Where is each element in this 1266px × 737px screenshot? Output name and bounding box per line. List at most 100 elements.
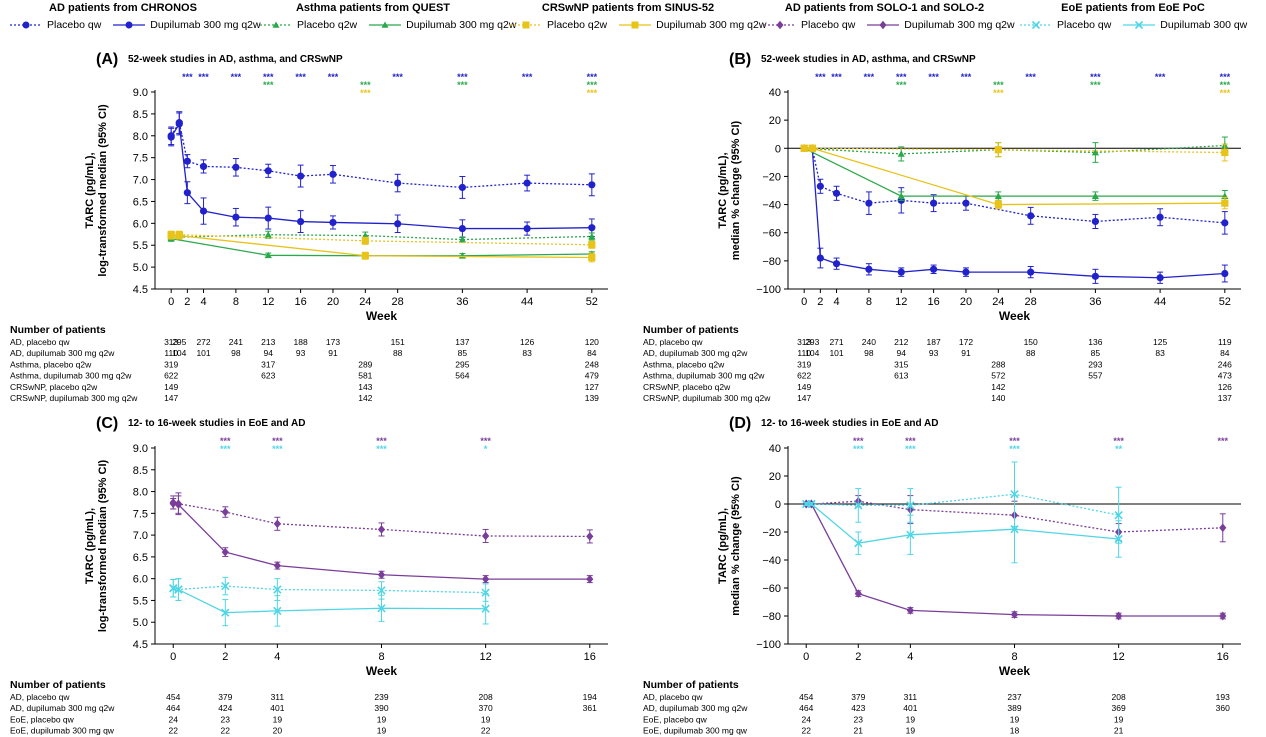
significance-marker: ***: [831, 72, 842, 82]
significance-marker: ***: [263, 72, 274, 82]
significance-marker: ***: [220, 436, 231, 446]
x-tick-label: 8: [866, 296, 872, 308]
data-point: [854, 501, 863, 510]
x-tick-label: 12: [262, 296, 274, 308]
data-point: [377, 570, 386, 580]
legend-marker: [22, 21, 30, 29]
data-point: [174, 500, 183, 509]
patients-count: 19: [1010, 714, 1020, 724]
patients-count: 142: [991, 382, 1005, 392]
x-tick-label: 0: [168, 296, 174, 308]
series-line: [804, 147, 1225, 224]
patients-count: 147: [797, 393, 811, 403]
x-tick-label: 12: [1113, 651, 1125, 663]
data-point: [897, 268, 905, 276]
x-tick-label: 28: [1025, 296, 1037, 308]
marker-stroke: [854, 539, 863, 548]
patients-count: 370: [479, 703, 493, 713]
patients-count: 85: [458, 348, 468, 358]
legend-marker: [1031, 20, 1041, 30]
patients-row-label: CRSwNP, placebo q2w: [10, 382, 98, 392]
x-tick-label: 2: [184, 296, 190, 308]
data-point: [297, 217, 305, 226]
significance-marker: ***: [905, 436, 916, 446]
legend-item: Placebo qw: [1018, 19, 1111, 31]
patients-count: 21: [1114, 726, 1124, 736]
panel-title: 52-week studies in AD, asthma, and CRSwN…: [761, 54, 976, 65]
patients-count: 126: [520, 337, 534, 347]
data-point: [394, 179, 402, 187]
significance-marker: ***: [198, 72, 209, 82]
patients-count: 22: [221, 726, 231, 736]
patients-count: 93: [929, 348, 939, 358]
patients-row-label: AD, placebo qw: [643, 692, 703, 702]
y-axis-label-line: log-transformed median (95% CI): [97, 104, 109, 277]
marker-stroke: [273, 585, 282, 594]
patients-count: 23: [221, 714, 231, 724]
patients-count: 88: [393, 348, 403, 358]
data-point: [481, 588, 490, 597]
patients-count: 84: [587, 348, 597, 358]
data-point: [897, 150, 905, 157]
series-ad-dupilumab-300-mg-q2w: [800, 144, 1229, 284]
x-tick-label: 4: [274, 651, 280, 663]
marker-stroke: [377, 586, 386, 595]
x-tick-label: 0: [803, 651, 809, 663]
panel-label: (A): [96, 51, 118, 68]
x-tick-label: 44: [1154, 296, 1166, 308]
patients-count: 613: [894, 371, 908, 381]
axes: 4.55.05.56.06.57.07.58.08.59.00 2 4 8 12 16 20…: [84, 87, 608, 323]
y-tick-label: 7.5: [133, 508, 148, 520]
patients-count: 151: [391, 337, 405, 347]
data-point: [962, 199, 970, 207]
patients-count: 83: [522, 348, 532, 358]
patients-count: 293: [1088, 359, 1102, 369]
data-point: [588, 181, 596, 189]
data-point: [329, 218, 337, 227]
significance-marker: ***: [360, 80, 371, 90]
significance-marker: ***: [853, 444, 864, 454]
data-point: [174, 585, 183, 594]
x-tick-label: 8: [378, 651, 384, 663]
data-point: [458, 224, 466, 233]
y-tick-label: −60: [762, 228, 781, 240]
data-point: [1091, 192, 1099, 200]
y-tick-label: 9.0: [133, 443, 148, 455]
patients-count: 401: [270, 703, 284, 713]
data-point: [588, 253, 596, 262]
data-point: [1221, 219, 1229, 227]
panel-d: (D) 12- to 16-week studies in EoE and AD −…: [633, 408, 1266, 737]
data-point: [264, 251, 272, 259]
patients-table-title: Number of patients: [10, 679, 106, 691]
significance-marker: ***: [1113, 436, 1124, 446]
data-point: [273, 519, 281, 529]
x-tick-label: 2: [855, 651, 861, 663]
data-point: [1091, 148, 1099, 156]
patients-count: 136: [1088, 337, 1102, 347]
data-point: [1091, 272, 1099, 280]
marker-stroke: [854, 501, 863, 510]
patients-count: 622: [164, 371, 178, 381]
marker-stroke: [1031, 20, 1041, 30]
x-tick-label: 52: [1219, 296, 1231, 308]
legend-item: Dupilumab 300 mg q2w: [865, 19, 1015, 31]
patients-row-label: EoE, placebo qw: [643, 714, 708, 724]
patients-count: 143: [358, 382, 372, 392]
data-point: [273, 585, 282, 594]
marker-stroke: [807, 499, 816, 509]
significance-marker: ***: [1220, 88, 1231, 98]
patients-count: 389: [1007, 703, 1021, 713]
significance-marker: ***: [182, 72, 193, 82]
patients-row-label: Asthma, placebo q2w: [643, 359, 725, 369]
y-tick-label: 4.5: [133, 284, 148, 296]
data-point: [1221, 269, 1229, 278]
patients-count: 18: [1010, 726, 1020, 736]
patients-count: 142: [358, 393, 372, 403]
data-point: [264, 231, 272, 238]
data-point: [167, 133, 175, 141]
marker-stroke: [1135, 20, 1144, 30]
significance-marker: ***: [864, 72, 875, 82]
data-point: [994, 200, 1002, 209]
legend-symbol: [1123, 20, 1156, 30]
